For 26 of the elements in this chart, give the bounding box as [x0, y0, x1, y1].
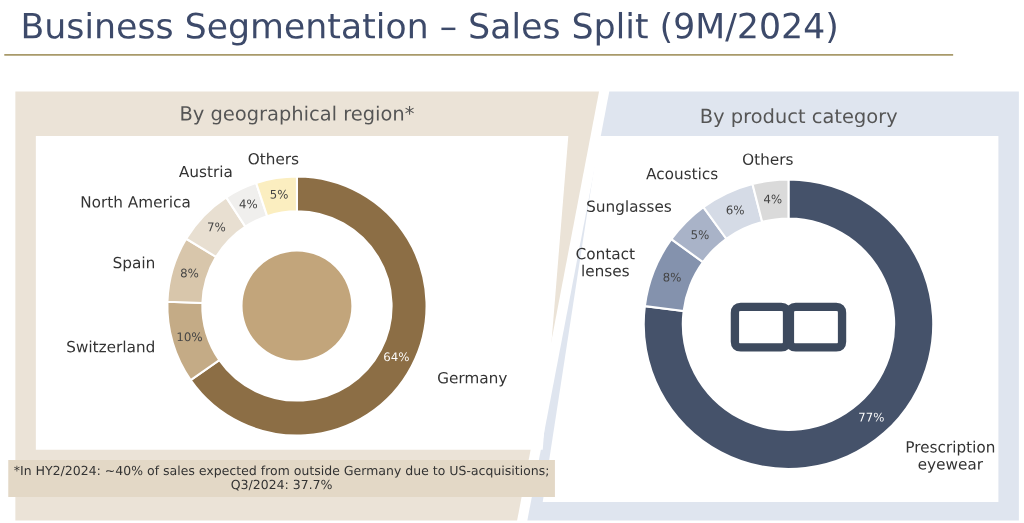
data-label: 7%	[208, 222, 226, 232]
data-label: 10%	[177, 332, 202, 342]
slice-label: Austria	[179, 165, 232, 178]
data-label: 64%	[384, 352, 409, 362]
data-label: 77%	[859, 412, 884, 422]
slice-label: Acoustics	[646, 167, 718, 180]
data-label: 6%	[726, 205, 744, 215]
data-label: 4%	[764, 194, 782, 204]
text: *In HY2/2024: ~40% of sales expected from outside Germany due to US-acquisitions; Q3/2024: 37.7%	[14, 465, 548, 491]
chart-title: By geographical region*	[181, 105, 414, 125]
text: Business Segmentation – Sales Split (9M/2024)	[23, 11, 836, 46]
slice-label: Sunglasses	[587, 200, 672, 215]
data-label: 8%	[180, 268, 199, 278]
slice-label: Others	[742, 153, 793, 165]
slice-label: Others	[248, 152, 299, 165]
slice-label: Prescription eyewear	[906, 440, 995, 473]
slice-label: Contact lenses	[576, 247, 635, 277]
slice-label: North America	[81, 195, 190, 208]
data-label: 5%	[691, 230, 709, 240]
slice-label: Germany	[438, 371, 507, 387]
chart-title: By product category	[701, 108, 898, 128]
data-label: 4%	[239, 199, 258, 209]
slice-label: Switzerland	[67, 340, 154, 353]
data-label: 5%	[270, 189, 288, 199]
slice-label: Spain	[113, 256, 155, 272]
data-label: 8%	[663, 272, 681, 282]
